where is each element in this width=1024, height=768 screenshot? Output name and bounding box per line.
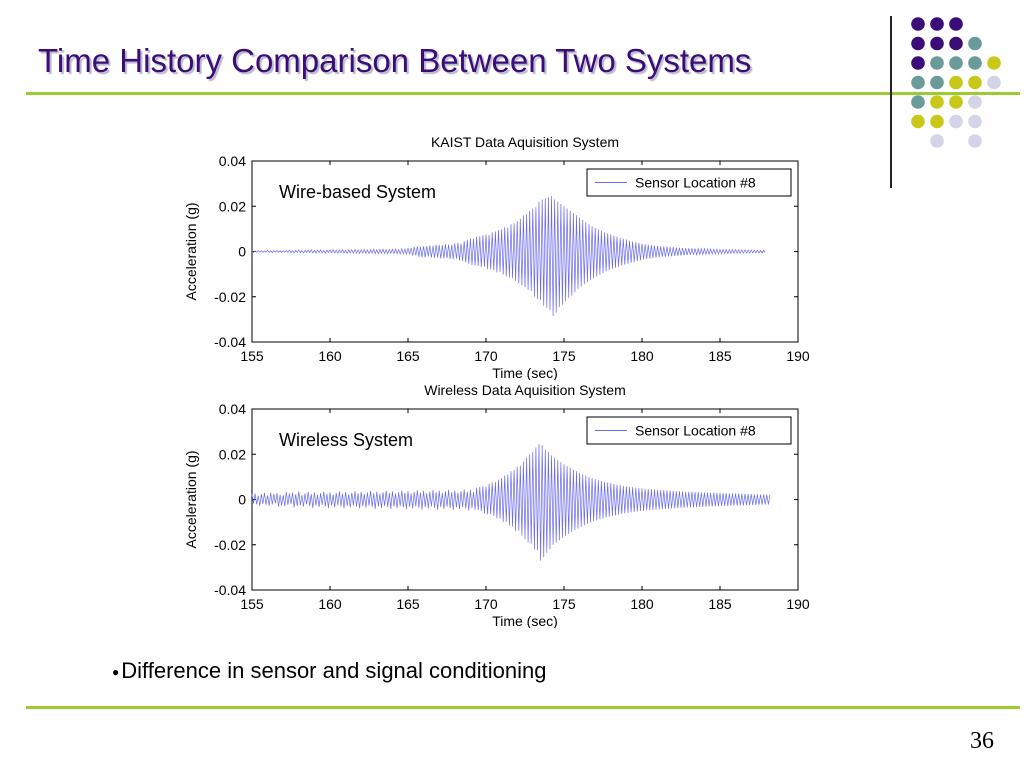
legend-label: Sensor Location #8 <box>635 175 756 191</box>
y-tick-label: 0.04 <box>219 401 246 417</box>
decorative-dot <box>949 75 963 90</box>
decorative-dot <box>930 134 944 148</box>
decorative-dot <box>930 95 944 109</box>
decorative-dot <box>911 114 925 129</box>
wireless-chart: Wireless Data Aquisition System 155 160 165… <box>183 382 810 628</box>
decorative-dot <box>911 17 925 31</box>
y-tick-label: -0.02 <box>214 289 246 305</box>
decorative-dot <box>930 56 944 70</box>
bottom-divider <box>26 706 1020 709</box>
x-tick-label: 175 <box>552 348 576 364</box>
chart-title: KAIST Data Aquisition System <box>431 134 619 150</box>
decorative-dot <box>911 75 925 90</box>
x-tick-label: 160 <box>318 596 342 612</box>
bullet-point: ●Difference in sensor and signal conditi… <box>112 658 547 683</box>
decorative-dot <box>949 36 963 51</box>
y-axis-label: Acceleration (g) <box>183 450 199 548</box>
top-divider <box>26 92 1020 95</box>
x-tick-label: 190 <box>786 348 810 364</box>
wire-based-chart: KAIST Data Aquisition System 155 160 165 170… <box>183 134 810 380</box>
bullet-text: Difference in sensor and signal conditio… <box>121 658 547 683</box>
decorative-dot <box>968 95 982 109</box>
y-tick-label: 0 <box>238 492 246 508</box>
decorative-dot <box>930 36 944 51</box>
decorative-dot <box>911 56 925 70</box>
legend-label: Sensor Location #8 <box>635 423 756 439</box>
x-tick-label: 170 <box>474 596 498 612</box>
y-tick-label: 0 <box>238 244 246 260</box>
y-tick-label: -0.02 <box>214 537 246 553</box>
y-tick-label: 0.04 <box>219 153 246 169</box>
x-axis-label: Time (sec) <box>492 613 558 628</box>
signal-line <box>251 444 771 561</box>
slide-title: Time History Comparison Between Two Syst… <box>38 42 752 79</box>
x-tick-label: 165 <box>396 348 420 364</box>
decorative-dot <box>968 134 982 148</box>
x-tick-label: 165 <box>396 596 420 612</box>
decorative-dot <box>930 114 944 129</box>
decorative-dot-grid <box>911 17 1001 148</box>
y-tick-label: -0.04 <box>214 582 246 598</box>
decorative-dot <box>949 114 963 129</box>
x-tick-label: 190 <box>786 596 810 612</box>
x-tick-label: 160 <box>318 348 342 364</box>
page-number: 36 <box>970 728 994 754</box>
chart-title: Wireless Data Aquisition System <box>424 382 626 398</box>
x-tick-label: 185 <box>708 596 732 612</box>
decorative-dot <box>968 75 982 90</box>
decorative-dot <box>911 95 925 109</box>
vertical-divider <box>890 16 892 188</box>
decorative-dot <box>968 114 982 129</box>
x-tick-label: 175 <box>552 596 576 612</box>
decorative-dot <box>930 75 944 90</box>
x-tick-label: 180 <box>630 348 654 364</box>
system-annotation: Wire-based System <box>279 182 436 202</box>
decorative-dot <box>949 17 963 31</box>
signal-line <box>251 196 766 317</box>
y-axis-label: Acceleration (g) <box>183 202 199 300</box>
y-tick-label: 0.02 <box>219 198 246 214</box>
decorative-dot <box>949 56 963 70</box>
decorative-dot <box>930 17 944 31</box>
x-tick-label: 185 <box>708 348 732 364</box>
y-tick-label: -0.04 <box>214 334 246 350</box>
x-tick-label: 155 <box>240 348 264 364</box>
x-tick-label: 170 <box>474 348 498 364</box>
decorative-dot <box>968 56 982 70</box>
decorative-dot <box>968 36 982 51</box>
decorative-dot <box>987 75 1001 90</box>
x-tick-label: 180 <box>630 596 654 612</box>
system-annotation: Wireless System <box>279 430 413 450</box>
decorative-dot <box>987 56 1001 70</box>
y-tick-label: 0.02 <box>219 446 246 462</box>
x-tick-label: 155 <box>240 596 264 612</box>
x-axis-label: Time (sec) <box>492 365 558 380</box>
decorative-dot <box>949 95 963 109</box>
decorative-dot <box>911 36 925 51</box>
